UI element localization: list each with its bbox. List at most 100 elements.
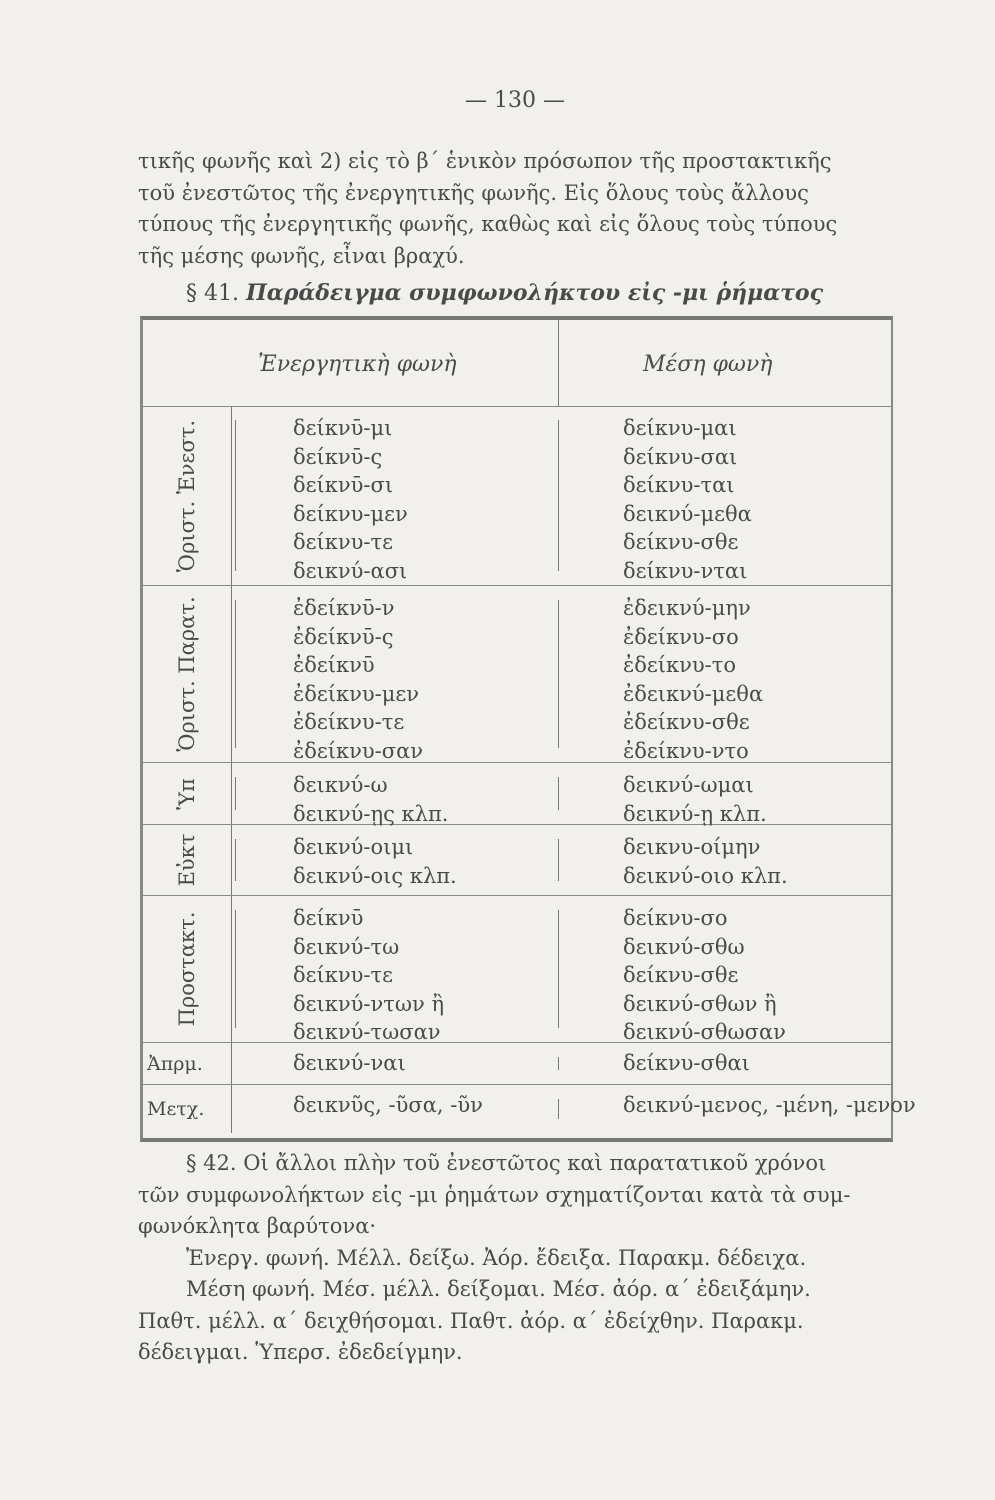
table-header: Ἐνεργητικὴ φωνὴ Μέση φωνὴ [143,320,891,407]
row-label: Μετχ. [143,1085,231,1133]
verb-form: δείκνυ-σθε [623,530,739,554]
table-row: Μετχ. δεικνῦς, -ῦσα, -ῦν δεικνύ-μενος, -μέ… [143,1085,916,1133]
text-line: Ἐνεργ. φωνή. Μέλλ. δείξω. Ἀόρ. ἔδειξα. Π… [186,1245,807,1270]
text-line: τύπους τῆς ἐνεργητικῆς φωνῆς, καθὼς καὶ … [138,212,838,236]
section-41-heading: § 41. Παράδειγμα συμφωνολήκτου εἰς -μι ῥ… [186,280,823,306]
verb-form: δεικνύ-οιμι [293,835,414,859]
text-line: τῆς μέσης φωνῆς, εἶναι βραχύ. [138,243,465,268]
verb-form: ἐδείκνυ-τε [293,710,405,734]
column-divider [558,1099,559,1119]
table-row: Προστακτ. δείκνῡ δεικνύ-τω δείκνυ-τε δεικνύ-… [143,896,891,1044]
row-label-text: Ὁριστ. Ἐνεστ. [175,419,199,572]
row-label: Προστακτ. [143,896,231,1042]
verb-form: δείκνυ-μαι [623,416,737,440]
verb-form: δείκνυ-σο [623,906,728,930]
column-divider [558,910,559,1028]
active-voice-cell: δεικνύ-οιμι δεικνύ-οις κλπ. [293,833,457,890]
column-divider [235,600,236,748]
verb-form: δείκνυ-μεν [293,501,408,526]
verb-form: δείκνῡ [293,906,364,930]
column-divider [231,1085,232,1133]
row-label: Ὑπ [143,763,231,824]
verb-form: δεικνύ-σθω [623,934,745,959]
section-number: § 41. [186,281,239,306]
column-divider [558,777,559,810]
table-row: Ὁριστ. Ἐνεστ. δείκνῡ-μι δείκνῡ-ς δείκνῡ-σι δ… [143,406,891,586]
row-label: Ἀπρμ. [143,1043,231,1084]
column-divider [235,777,236,810]
column-divider [231,763,232,824]
verb-form: δεικνύ-οις κλπ. [293,863,457,888]
row-label-text: Ὑπ [175,777,199,810]
verb-form: δεικνύ-σθωσαν [623,1020,786,1044]
section-42-paragraph: § 42. Οἱ ἄλλοι πλὴν τοῦ ἐνεστῶτος καὶ πα… [138,1148,888,1369]
row-label-text: Ὁριστ. Παρατ. [175,596,199,752]
text-line: τῶν συμφωνολήκτων εἰς -μι ῥημάτων σχηματ… [138,1182,851,1207]
column-divider [558,1057,559,1070]
row-label: Ὁριστ. Ἐνεστ. [143,406,231,585]
middle-voice-cell: δείκνυ-σθαι [623,1049,750,1078]
row-label: Εὐκτ [143,825,231,895]
verb-form: ἐδείκνῡ [293,653,375,677]
verb-form: δείκνυ-νται [623,558,748,583]
active-voice-cell: ἐδείκνῡ-ν ἐδείκνῡ-ς ἐδείκνῡ ἐδείκνυ-μεν ἐδεί… [293,594,423,765]
verb-form: ἐδείκνυ-σο [623,624,739,649]
verb-form: δεικνύ-μενος, -μένη, -μενον [623,1093,916,1117]
verb-form: δεικνυ-οίμην [623,835,761,859]
verb-form: ἐδεικνύ-μεθα [623,681,764,706]
verb-form: δεικνύ-ασι [293,558,408,583]
page-number: — 130 — [465,88,565,113]
active-voice-cell: δεικνύ-ω δεικνύ-ῃς κλπ. [293,771,448,828]
text-line: § 42. Οἱ ἄλλοι πλὴν τοῦ ἐνεστῶτος καὶ πα… [186,1151,827,1175]
header-middle-voice: Μέση φωνὴ [643,352,773,377]
column-divider [231,825,232,895]
intro-paragraph: τικῆς φωνῆς καὶ 2) εἰς τὸ β΄ ἑνικὸν πρόσ… [138,146,888,272]
middle-voice-cell: δείκνυ-σο δεικνύ-σθω δείκνυ-σθε δεικνύ-σθων… [623,904,786,1047]
verb-form: ἐδεικνύ-μην [623,596,751,620]
row-label-text: Ἀπρμ. [147,1052,203,1075]
column-divider [558,839,559,881]
middle-voice-cell: δεικνύ-ωμαι δεικνύ-ῃ κλπ. [623,771,767,828]
verb-form: ἐδείκνυ-το [623,653,737,677]
column-divider [558,320,559,406]
verb-form: δεικνύ-τωσαν [293,1020,441,1044]
middle-voice-cell: δεικνύ-μενος, -μένη, -μενον [623,1091,916,1120]
verb-form: δεικνύ-ω [293,773,388,797]
text-line: δέδειγμαι. Ὑπερσ. ἐδεδείγμην. [138,1340,463,1364]
table-row: Ὁριστ. Παρατ. ἐδείκνῡ-ν ἐδείκνῡ-ς ἐδείκνῡ ἐδ… [143,586,891,763]
verb-form: δείκνυ-σθε [623,963,739,987]
conjugation-table: Ἐνεργητικὴ φωνὴ Μέση φωνὴ Ὁριστ. Ἐνεστ. δ… [140,316,916,1142]
verb-form: δείκνῡ-σι [293,473,394,497]
column-divider [235,839,236,881]
verb-form: δεικνύ-τω [293,934,400,959]
text-line: τοῦ ἐνεστῶτος τῆς ἐνεργητικῆς φωνῆς. Εἰς… [138,180,809,205]
table-row: Ἀπρμ. δεικνύ-ναι δείκνυ-σθαι [143,1043,891,1085]
verb-form: δείκνυ-σθαι [623,1051,750,1075]
verb-form: δείκνυ-τε [293,530,394,554]
section-title: Παράδειγμα συμφωνολήκτου εἰς -μι ῥήματος [245,280,824,306]
verb-form: δεικνῦς, -ῦσα, -ῦν [293,1093,483,1117]
middle-voice-cell: ἐδεικνύ-μην ἐδείκνυ-σο ἐδείκνυ-το ἐδεικνύ-μ… [623,594,763,765]
text-line: Παθτ. μέλλ. α΄ δειχθήσομαι. Παθτ. ἀόρ. α… [138,1308,804,1333]
verb-form: δείκνῡ-ς [293,444,383,469]
table-row: Ὑπ δεικνύ-ω δεικνύ-ῃς κλπ. δεικνύ-ωμαι δεικν… [143,763,891,828]
row-label-text: Εὐκτ [175,833,199,887]
verb-form: ἐδείκνυ-σαν [293,738,424,763]
column-divider [231,1043,232,1084]
column-divider [558,600,559,748]
verb-form: ἐδείκνυ-μεν [293,681,420,706]
column-divider [235,420,236,571]
verb-form: δεικνύ-ναι [293,1051,406,1075]
verb-form: δεικνύ-οιο κλπ. [623,863,788,888]
verb-form: ἐδείκνυ-ντο [623,738,749,763]
verb-form: δεικνύ-σθων ἢ [623,991,777,1016]
verb-form: δείκνυ-σαι [623,444,738,469]
table-row: Εὐκτ δεικνύ-οιμι δεικνύ-οις κλπ. δεικνυ-οίμ… [143,825,891,896]
text-line: τικῆς φωνῆς καὶ 2) εἰς τὸ β΄ ἑνικὸν πρόσ… [138,149,832,173]
verb-form: δεικνύ-ωμαι [623,773,754,797]
column-divider [231,896,232,1042]
text-line: φωνόκλητα βαρύτονα· [138,1214,377,1238]
verb-form: δεικνύ-μεθα [623,501,752,526]
row-label: Ὁριστ. Παρατ. [143,586,231,762]
row-label-text: Προστακτ. [175,911,199,1027]
